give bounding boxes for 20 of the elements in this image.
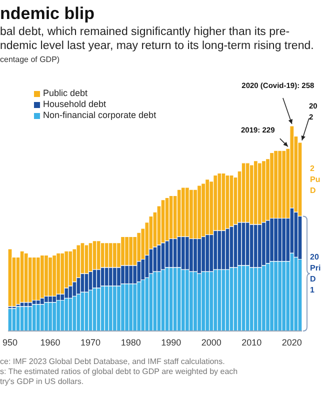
text: centage of GDP): [0, 55, 60, 64]
legend-label: Public debt: [43, 88, 88, 99]
chart-title: ndemic blip: [0, 4, 94, 24]
x-tick-label: 2000: [201, 337, 222, 348]
x-tick-label: 1990: [161, 337, 182, 348]
x-tick-label: 2020: [282, 337, 302, 348]
legend-label: Household debt: [43, 99, 106, 110]
x-tick-label: 1980: [120, 337, 141, 348]
x-tick-label: 2010: [242, 337, 262, 348]
x-tick-label: 950: [2, 337, 18, 348]
bar: [8, 248, 12, 307]
bar: [16, 306, 20, 332]
text: 20 Pri D 1: [310, 252, 321, 295]
text: 2 Pu D: [310, 164, 320, 195]
chart-subtitle: bal debt, which remained significantly higher than its pre- ndemic level last year, may return to its long-term rising trend.: [0, 25, 314, 53]
x-tick-label: 1960: [40, 337, 60, 348]
legend-label: Non-financial corporate debt: [43, 110, 156, 121]
text: ce: IMF 2023 Global Debt Database, and IMF staff calculations.: [0, 357, 226, 367]
text: s: The estimated ratios of global debt to GDP are weighted by each try's GDP in US dollars.: [0, 367, 238, 387]
x-tick-label: 1970: [80, 337, 101, 348]
